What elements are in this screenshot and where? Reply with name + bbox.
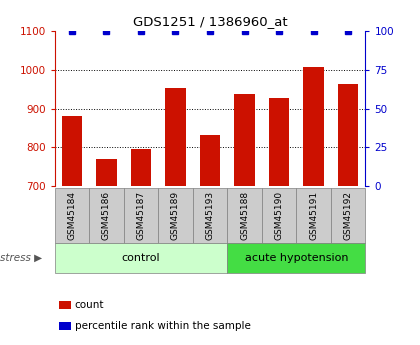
Bar: [165, 89, 186, 186]
Bar: [131, 149, 151, 186]
Bar: [61, 116, 82, 186]
Text: GDS1251 / 1386960_at: GDS1251 / 1386960_at: [133, 16, 287, 29]
Text: percentile rank within the sample: percentile rank within the sample: [75, 321, 251, 331]
Bar: [338, 84, 359, 186]
Text: GSM45193: GSM45193: [205, 191, 215, 240]
Text: GSM45184: GSM45184: [67, 191, 76, 240]
Text: count: count: [75, 300, 104, 310]
Text: GSM45191: GSM45191: [309, 191, 318, 240]
Bar: [303, 67, 324, 186]
Text: GSM45188: GSM45188: [240, 191, 249, 240]
Text: GSM45189: GSM45189: [171, 191, 180, 240]
Text: GSM45192: GSM45192: [344, 191, 353, 240]
Text: acute hypotension: acute hypotension: [244, 253, 348, 263]
Text: GSM45187: GSM45187: [136, 191, 145, 240]
Bar: [200, 135, 221, 186]
Bar: [234, 94, 255, 186]
Text: GSM45186: GSM45186: [102, 191, 111, 240]
Text: stress ▶: stress ▶: [0, 253, 42, 263]
Text: GSM45190: GSM45190: [275, 191, 284, 240]
Bar: [96, 159, 117, 186]
Text: control: control: [122, 253, 160, 263]
Bar: [269, 98, 289, 186]
